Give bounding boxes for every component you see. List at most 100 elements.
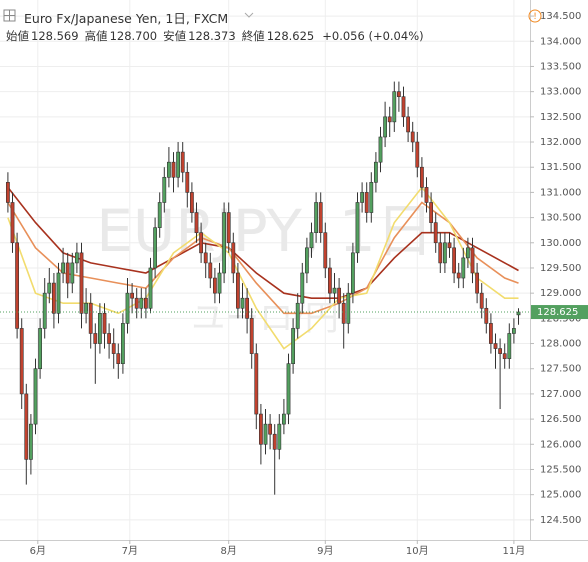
x-tick-label: 9月: [317, 545, 333, 557]
x-tick-label: 11月: [503, 545, 526, 557]
candle-body: [28, 423, 33, 460]
candle-body: [134, 297, 139, 309]
candle-body: [277, 423, 282, 450]
ohlc-legend: 始値 128.569 高値 128.700 安値 128.373 終値 128.625 +0.0…: [6, 28, 430, 44]
candle-body: [125, 292, 130, 324]
candle-body: [295, 302, 300, 329]
candle-body: [341, 302, 346, 324]
y-tick-label: 129.500: [540, 263, 581, 274]
candle-body: [98, 313, 102, 344]
candle-body: [254, 353, 259, 415]
candle-body: [396, 91, 401, 97]
legend-value: 128.625: [266, 29, 315, 43]
candle-body: [355, 202, 360, 254]
candle-body: [148, 267, 153, 309]
candle-body: [185, 171, 190, 193]
candle-body: [240, 297, 245, 309]
y-tick-label: 124.500: [540, 515, 581, 526]
candle-body: [493, 343, 498, 349]
candle-body: [461, 257, 466, 279]
y-tick-label: 134.500: [540, 11, 581, 22]
y-tick-label: 128.000: [540, 339, 581, 350]
candle-body: [116, 353, 121, 364]
y-tick-label: 125.000: [540, 490, 581, 501]
candle-body: [42, 292, 47, 329]
candle-body: [93, 333, 98, 344]
candle-body: [51, 282, 56, 314]
candle-body: [456, 272, 461, 279]
legend-label: 終値: [241, 29, 265, 43]
candle-body: [314, 202, 319, 234]
legend-label: 高値: [84, 29, 108, 43]
candle-body: [484, 307, 489, 324]
candle-body: [47, 282, 52, 294]
candle-body: [15, 242, 20, 329]
candle-body: [470, 247, 475, 274]
legend-label: 安値: [163, 29, 187, 43]
legend-value: 128.700: [109, 29, 158, 43]
candle-body: [33, 368, 38, 425]
candle-body: [153, 227, 158, 269]
y-tick-label: 131.000: [540, 187, 581, 198]
candle-body: [272, 433, 277, 450]
candle-body: [226, 212, 231, 244]
alert-icon[interactable]: [528, 9, 542, 23]
x-tick-label: 6月: [30, 545, 46, 557]
candle-body: [438, 242, 443, 264]
candle-body: [337, 287, 342, 304]
candle-body: [107, 333, 112, 344]
candle-body: [167, 161, 171, 178]
candle-body: [364, 192, 369, 213]
candle-body: [268, 423, 273, 435]
y-tick-label: 133.500: [540, 61, 581, 72]
candle-body: [61, 262, 66, 274]
candle-body: [24, 393, 29, 460]
candle-body: [323, 232, 328, 269]
candle-body: [102, 313, 107, 334]
y-tick-label: 131.500: [540, 162, 581, 173]
candle-body: [217, 272, 222, 294]
candle-body: [5, 182, 10, 203]
candle-body: [208, 262, 213, 279]
candle-body: [392, 91, 397, 123]
symbol-title[interactable]: Euro Fx/Japanese Yen, 1日, FXCM: [24, 11, 229, 26]
candle-body: [475, 272, 480, 294]
candle-body: [488, 323, 493, 344]
candle-body: [383, 116, 388, 138]
candle-body: [401, 96, 406, 118]
candle-body: [350, 252, 355, 294]
candle-body: [139, 297, 144, 309]
candle-body: [222, 212, 227, 274]
candle-body: [213, 277, 217, 294]
y-tick-label: 127.000: [540, 389, 581, 400]
candle-body: [258, 413, 263, 445]
y-tick-label: 126.500: [540, 414, 581, 425]
candle-body: [194, 212, 199, 234]
candle-body: [516, 311, 521, 316]
watermark-sub: ユーロ/円: [191, 299, 338, 339]
candle-body: [111, 343, 116, 354]
candle-body: [406, 116, 411, 133]
candle-body: [79, 252, 84, 314]
moving-average: [7, 186, 519, 299]
candle-body: [190, 192, 194, 213]
legend-label: 始値: [6, 29, 29, 43]
moving-average: [7, 201, 519, 315]
candle-body: [346, 292, 351, 324]
candle-body: [176, 151, 181, 178]
y-tick-label: 129.000: [540, 288, 581, 299]
candle-body: [433, 222, 438, 244]
candle-body: [249, 318, 254, 354]
candle-body: [327, 267, 332, 294]
candle-body: [121, 323, 125, 364]
candle-body: [415, 141, 420, 168]
candle-body: [70, 262, 75, 284]
candle-body: [10, 202, 15, 244]
candle-body: [452, 247, 457, 274]
candle-body: [309, 232, 314, 249]
candle-body: [369, 182, 374, 213]
x-tick-label: 10月: [406, 545, 429, 557]
dropdown-icon[interactable]: [244, 12, 254, 18]
